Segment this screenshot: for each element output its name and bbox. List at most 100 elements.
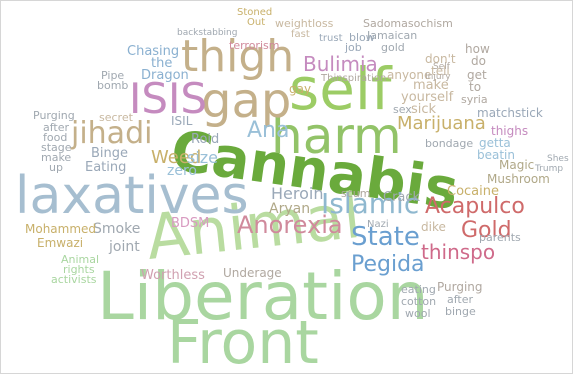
word-chasing: Chasing xyxy=(127,44,179,59)
word-thighs: thighs xyxy=(491,124,528,138)
word-cocaine: Cocaine xyxy=(447,184,499,199)
word-parents: parents xyxy=(479,231,521,244)
word-make-2: make xyxy=(41,151,71,164)
word-dragon: Dragon xyxy=(141,68,189,83)
word-gold-2: gold xyxy=(381,41,405,54)
word-sadomasochism: Sadomasochism xyxy=(363,17,453,30)
word-bondage: bondage xyxy=(425,137,473,150)
word-matchstick: matchstick xyxy=(477,106,543,120)
word-up: up xyxy=(49,161,63,174)
word-after-2: after xyxy=(43,121,70,134)
word-smoke: Smoke xyxy=(93,221,140,237)
word-thinspiration: Thinspiration xyxy=(320,73,386,84)
word-self: self xyxy=(289,55,393,123)
word-joint: joint xyxy=(108,239,140,255)
word-state: State xyxy=(351,222,420,252)
word-gold: Gold xyxy=(461,218,512,243)
word-emwazi: Emwazi xyxy=(37,236,83,250)
word-acapulco: Acapulco xyxy=(425,194,525,219)
word-marijuana: Marijuana xyxy=(397,113,486,134)
word-backstabbing: backstabbing xyxy=(177,28,237,38)
word-beatin: beatin xyxy=(477,148,515,162)
word-laxatives: laxatives xyxy=(15,166,249,226)
word-aryan: Aryan xyxy=(269,201,310,217)
word-harm: harm xyxy=(271,107,402,165)
word-islamic: Islamic xyxy=(321,187,419,220)
word-shes: Shes xyxy=(547,154,569,164)
word-sick: sick xyxy=(411,102,437,117)
word-purging-2: Purging xyxy=(33,109,75,122)
word-stoned: Stoned xyxy=(237,7,272,18)
word-cotton: cotton xyxy=(401,295,436,308)
word-jihadi: jihadi xyxy=(70,116,152,151)
word-anorexia: Anorexia xyxy=(237,211,343,239)
word-ana: Ana xyxy=(247,118,289,143)
word-to: to xyxy=(469,80,481,94)
word-isis: ISIS xyxy=(129,74,207,123)
word-binge-2: binge xyxy=(445,305,476,318)
word-bomb: bomb xyxy=(97,79,128,92)
word-eating: Eating xyxy=(85,160,126,175)
word-gap: gap xyxy=(201,73,291,129)
word-thigh: thigh xyxy=(181,31,294,82)
word-pipe: Pipe xyxy=(101,69,124,82)
word-job: job xyxy=(344,41,362,54)
word-out: Out xyxy=(247,17,265,28)
word-nazi: Nazi xyxy=(367,219,389,230)
word-tell: tell xyxy=(431,64,450,78)
word-after: after xyxy=(447,293,474,306)
word-yourself: yourself xyxy=(401,90,454,105)
word-underage: Underage xyxy=(223,266,282,280)
word-animal-2: Animal xyxy=(61,253,99,266)
word-weed: Weed xyxy=(151,147,201,168)
word-liberation: Liberation xyxy=(97,258,429,335)
word-front: Front xyxy=(167,308,319,374)
word-pegida: Pegida xyxy=(351,252,425,277)
word-terrorism: terrorism xyxy=(229,39,279,52)
word-trump: Trump xyxy=(534,164,563,174)
word-heroin: Heroin xyxy=(271,184,323,203)
word-isil: ISIL xyxy=(171,114,193,128)
word-roid: Roid xyxy=(191,132,219,147)
word-thinspo: thinspo xyxy=(421,240,495,264)
word-activists: activists xyxy=(51,273,97,286)
word-worthless: Worthless xyxy=(141,268,205,283)
word-dike: dike xyxy=(421,220,446,234)
word-weightloss: weightloss xyxy=(275,17,334,30)
word-wool: wool xyxy=(405,307,431,320)
word-fast: fast xyxy=(291,29,310,40)
word-getta: getta xyxy=(479,136,511,150)
word-stage: stage xyxy=(41,141,72,154)
word-bdsm: BDSM xyxy=(171,216,209,231)
word-make: make xyxy=(413,78,449,93)
word-magic: Magic xyxy=(499,158,534,172)
word-binge: Binge xyxy=(91,146,128,161)
word-jamaican: Jamaican xyxy=(366,29,417,42)
word-blow: blow xyxy=(349,31,375,44)
word-gay: gay xyxy=(289,82,311,96)
word-injury: Injury xyxy=(425,72,451,82)
word-syria: syria xyxy=(461,93,488,106)
word-do: do xyxy=(471,54,486,68)
word-get: get xyxy=(467,68,487,82)
word-mohammed: Mohammed xyxy=(25,222,96,236)
word-self-2: Self xyxy=(433,62,451,72)
word-zero: zero xyxy=(167,163,197,179)
word-crack: Crack xyxy=(383,190,421,205)
word-dont: don't xyxy=(425,52,456,66)
word-the: the xyxy=(151,56,172,71)
word-secret: secret xyxy=(99,111,134,124)
word-eating-2: eating xyxy=(401,283,436,296)
word-rights: rights xyxy=(63,263,95,276)
word-purging: Purging xyxy=(437,280,483,294)
word-trust: trust xyxy=(319,33,343,44)
word-how: how xyxy=(465,42,490,56)
word-food: food xyxy=(43,131,67,144)
word-bulimia: Bulimia xyxy=(303,52,378,76)
word-sex: sex xyxy=(393,103,412,116)
word-scum: scum xyxy=(341,187,370,200)
word-size: size xyxy=(187,148,218,167)
word-anyone: anyone xyxy=(387,68,431,82)
